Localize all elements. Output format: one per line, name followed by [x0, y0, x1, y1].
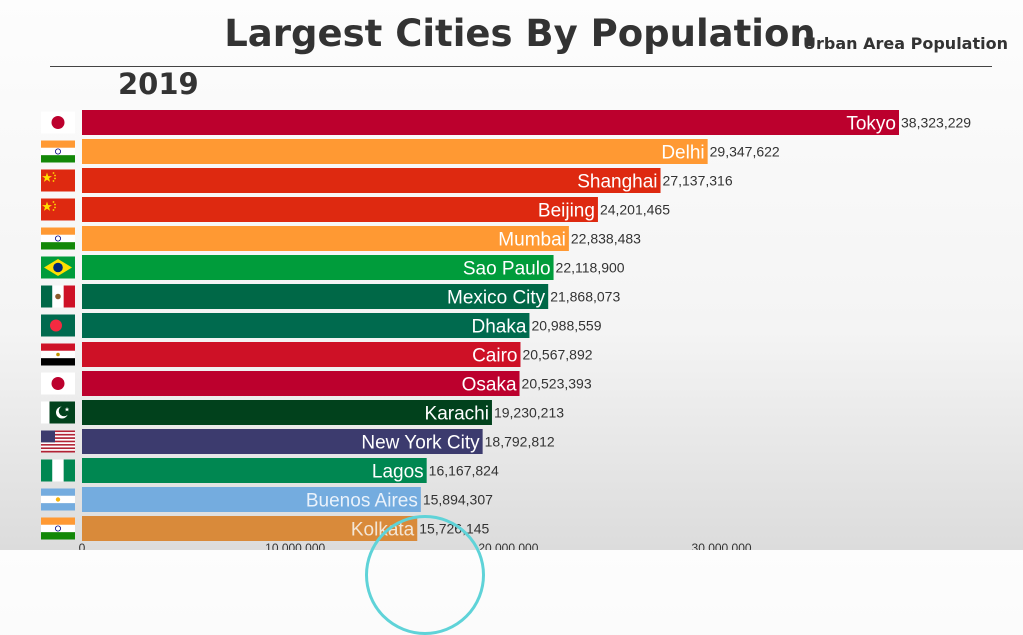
bar-lagos: [82, 458, 427, 483]
india-flag: [41, 227, 75, 250]
value-label-shanghai: 27,137,316: [663, 173, 733, 189]
usa-flag: [41, 430, 75, 453]
bar-label-buenos-aires: Buenos Aires: [306, 491, 418, 512]
value-label-mexico-city: 21,868,073: [550, 289, 620, 305]
x-tick-label: 0: [79, 541, 86, 550]
china-flag: [41, 169, 75, 192]
flags-layer: [41, 111, 75, 540]
bar-new-york-city: [82, 429, 483, 454]
chart-subtitle: Urban Area Population: [803, 34, 1008, 53]
india-flag: [41, 140, 75, 163]
value-label-osaka: 20,523,393: [522, 376, 592, 392]
bar-label-shanghai: Shanghai: [577, 172, 657, 193]
x-tick-label: 30,000,000: [692, 541, 752, 550]
bar-label-sao-paulo: Sao Paulo: [463, 259, 551, 280]
value-label-cairo: 20,567,892: [522, 347, 592, 363]
nigeria-flag: [41, 459, 75, 482]
bar-delhi: [82, 139, 708, 164]
x-tick-label: 20,000,000: [478, 541, 538, 550]
bar-mumbai: [82, 226, 569, 251]
bar-label-new-york-city: New York City: [361, 433, 480, 454]
bar-label-beijing: Beijing: [538, 201, 595, 222]
value-label-delhi: 29,347,622: [710, 144, 780, 160]
bar-label-tokyo: Tokyo: [846, 114, 896, 135]
chart-title: Largest Cities By Population: [224, 12, 816, 55]
value-label-mumbai: 22,838,483: [571, 231, 641, 247]
bar-label-lagos: Lagos: [372, 462, 424, 483]
bangladesh-flag: [41, 314, 75, 337]
bar-tokyo: [82, 110, 899, 135]
bar-label-mexico-city: Mexico City: [447, 288, 546, 309]
bar-osaka: [82, 371, 520, 396]
bars-layer: Tokyo 38,323,229 Delhi 29,347,622 Shanghai 27…: [82, 110, 971, 541]
bar-label-cairo: Cairo: [472, 346, 517, 367]
bar-label-mumbai: Mumbai: [498, 230, 566, 251]
year-label: 2019: [118, 67, 199, 101]
x-axis: 0 10,000,000 20,000,000 30,000,000: [79, 541, 752, 550]
bar-sao-paulo: [82, 255, 554, 280]
value-label-sao-paulo: 22,118,900: [556, 260, 625, 276]
bar-dhaka: [82, 313, 530, 338]
bar-label-delhi: Delhi: [661, 143, 704, 164]
bar-chart: Tokyo 38,323,229 Delhi 29,347,622 Shanghai 27…: [41, 110, 971, 550]
bar-label-osaka: Osaka: [462, 375, 517, 396]
value-label-tokyo: 38,323,229: [901, 115, 971, 131]
pakistan-flag: [41, 401, 75, 424]
china-flag: [41, 198, 75, 221]
value-label-karachi: 19,230,213: [494, 405, 564, 421]
india-flag: [41, 517, 75, 540]
brazil-flag: [41, 256, 75, 279]
value-label-buenos-aires: 15,894,307: [423, 492, 493, 508]
japan-flag: [41, 372, 75, 395]
bar-label-karachi: Karachi: [425, 404, 489, 425]
value-label-beijing: 24,201,465: [600, 202, 670, 218]
bar-shanghai: [82, 168, 661, 193]
bar-beijing: [82, 197, 598, 222]
bar-buenos-aires: [82, 487, 421, 512]
value-label-dhaka: 20,988,559: [531, 318, 601, 334]
bar-label-kolkata: Kolkata: [351, 520, 415, 541]
x-tick-label: 10,000,000: [265, 541, 325, 550]
value-label-new-york-city: 18,792,812: [485, 434, 555, 450]
mexico-flag: [41, 285, 75, 308]
argentina-flag: [41, 488, 75, 511]
egypt-flag: [41, 343, 75, 366]
value-label-lagos: 16,167,824: [429, 463, 499, 479]
japan-flag: [41, 111, 75, 134]
value-label-kolkata: 15,726,145: [419, 521, 489, 537]
bar-cairo: [82, 342, 521, 367]
bar-mexico-city: [82, 284, 549, 309]
bar-kolkata: [82, 516, 418, 541]
title-divider: [50, 66, 992, 67]
bar-karachi: [82, 400, 492, 425]
bar-label-dhaka: Dhaka: [472, 317, 527, 338]
